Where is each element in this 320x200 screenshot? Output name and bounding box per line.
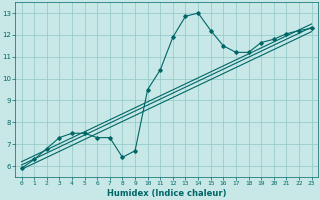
X-axis label: Humidex (Indice chaleur): Humidex (Indice chaleur) <box>107 189 226 198</box>
